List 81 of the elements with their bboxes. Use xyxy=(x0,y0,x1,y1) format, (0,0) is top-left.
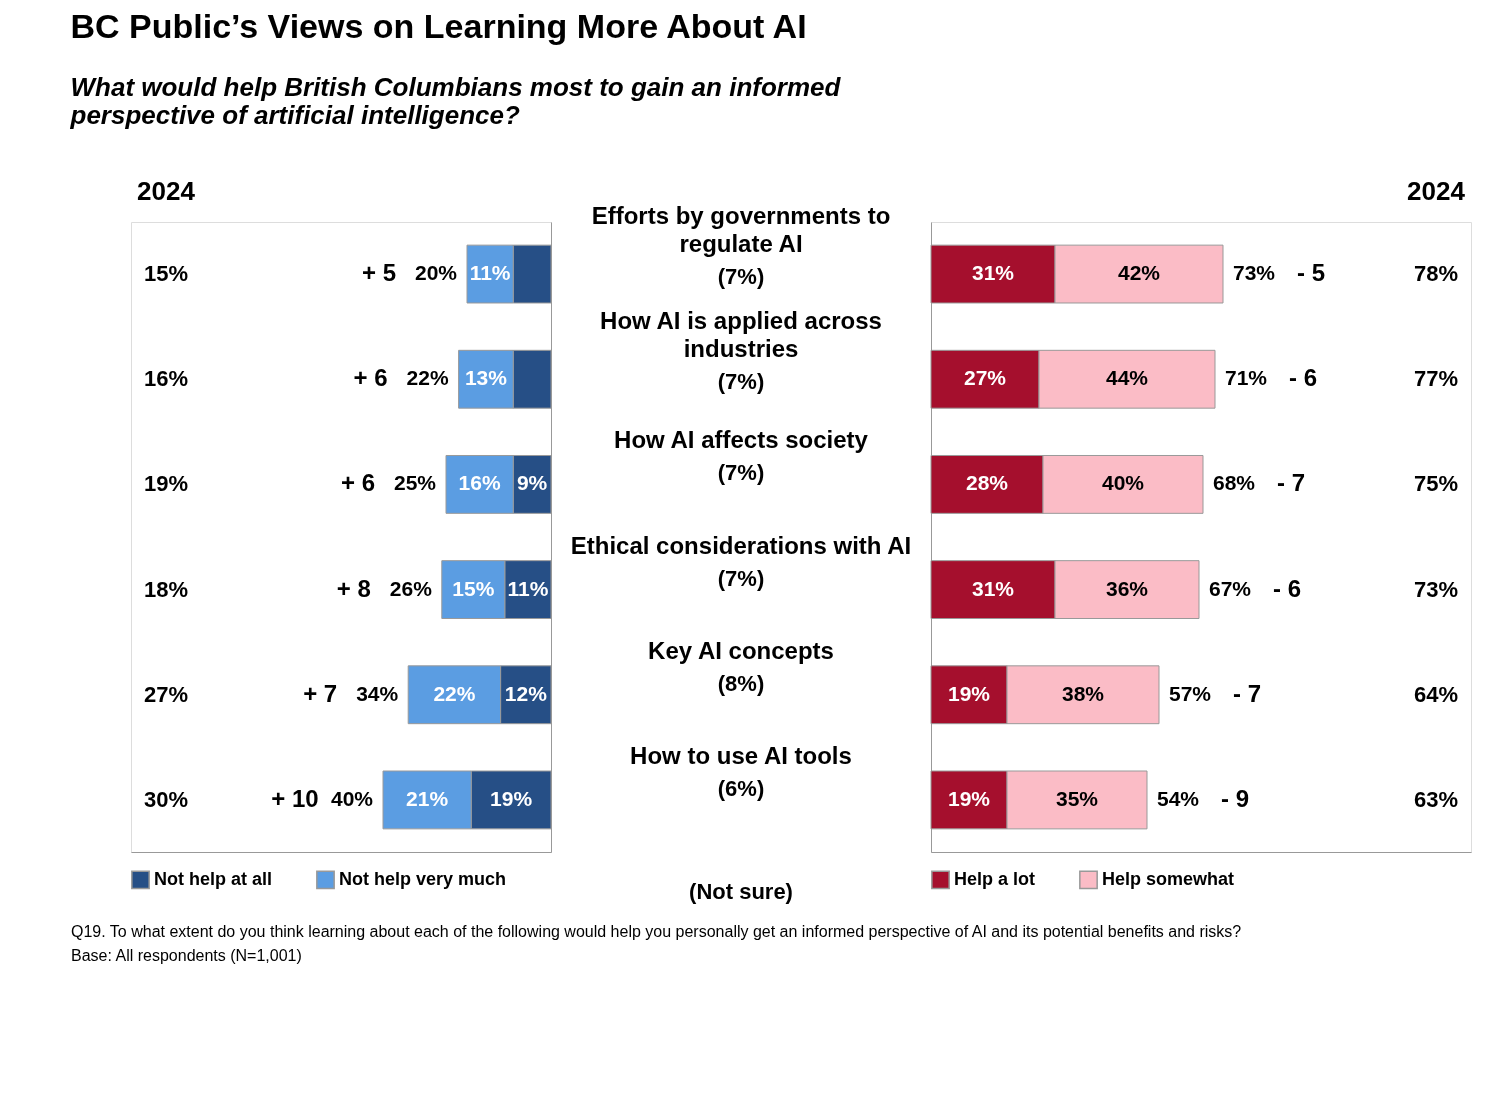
annotation: + 7 xyxy=(303,679,338,707)
legend-label: Not help at all xyxy=(154,868,273,889)
total-label: 25% xyxy=(393,471,437,495)
annotation: + 8 xyxy=(336,574,371,602)
data-label: 16% xyxy=(458,471,501,495)
text: (Not sure) xyxy=(689,879,793,904)
annotation: + 6 xyxy=(340,469,376,497)
total-label: 54% xyxy=(1157,786,1200,810)
annotation: 15% xyxy=(143,261,189,287)
legend-label: Not help very much xyxy=(339,868,507,889)
data-label: 36% xyxy=(1105,576,1149,600)
data-label: 31% xyxy=(971,261,1015,285)
total-label: 68% xyxy=(1213,471,1256,495)
annotation: 63% xyxy=(1413,786,1459,812)
data-label: 38% xyxy=(1061,681,1105,705)
data-label: 35% xyxy=(1055,786,1099,810)
annotation: - 7 xyxy=(1276,469,1306,497)
annotation: - 7 xyxy=(1232,679,1262,707)
annotation: 73% xyxy=(1413,576,1459,602)
total-label: 22% xyxy=(406,366,449,390)
total-label: 26% xyxy=(389,576,433,600)
y-tick-label: Ethical considerations with AI xyxy=(570,531,912,559)
annotation: - 9 xyxy=(1220,784,1250,812)
y-tick-label: Key AI concepts xyxy=(648,636,834,664)
data-label: 27% xyxy=(963,366,1007,390)
y-tick-label: How AI is applied across industries xyxy=(600,307,882,363)
annotation: + 5 xyxy=(361,259,397,287)
total-label: 73% xyxy=(1233,261,1276,285)
data-label: 15% xyxy=(452,576,495,600)
annotation: + 6 xyxy=(353,364,388,392)
y-tick-label: Efforts by governments to regulate AI xyxy=(591,202,891,258)
legend-label: Help somewhat xyxy=(1102,868,1235,889)
data-label: 40% xyxy=(1101,471,1145,495)
text: (7%) xyxy=(717,264,765,290)
annotation: 18% xyxy=(143,576,189,602)
text: Q19. To what extent do you think learning about each of the following would help you personally get an informed perspective of AI and its potential benefits and risks? xyxy=(71,923,1242,940)
annotation: 16% xyxy=(143,366,189,392)
total-label: 67% xyxy=(1209,576,1252,600)
text: (6%) xyxy=(717,776,765,802)
annotation: 27% xyxy=(143,681,189,707)
annotation: + 10 xyxy=(271,784,319,812)
data-label: 12% xyxy=(504,681,548,705)
text: (7%) xyxy=(717,460,765,486)
annotation: 64% xyxy=(1413,681,1459,707)
data-label: 13% xyxy=(464,366,508,390)
total-label: 71% xyxy=(1225,366,1268,390)
annotation: - 6 xyxy=(1272,574,1302,602)
annotation: 75% xyxy=(1413,471,1459,497)
text: (7%) xyxy=(717,369,765,395)
total-label: 20% xyxy=(414,261,458,285)
legend-label: Help a lot xyxy=(954,868,1036,889)
data-label: 22% xyxy=(433,681,476,705)
total-label: 34% xyxy=(356,681,399,705)
annotation: - 5 xyxy=(1296,259,1326,287)
data-label: 28% xyxy=(965,471,1009,495)
annotation: 19% xyxy=(143,471,189,497)
y-tick-label: How to use AI tools xyxy=(630,742,852,770)
data-label: 42% xyxy=(1117,261,1161,285)
text: (7%) xyxy=(717,565,765,591)
data-label: 19% xyxy=(947,786,991,810)
annotation: 78% xyxy=(1413,261,1459,287)
text: 2024 xyxy=(137,176,196,206)
annotation: 77% xyxy=(1413,366,1459,392)
data-label: 11% xyxy=(469,261,511,285)
data-label: 44% xyxy=(1105,366,1149,390)
annotation: - 6 xyxy=(1288,364,1318,392)
data-label: 19% xyxy=(947,681,991,705)
total-label: 57% xyxy=(1169,681,1212,705)
y-tick-label: How AI affects society xyxy=(614,426,869,454)
text: Base: All respondents (N=1,001) xyxy=(71,947,302,964)
data-label: 19% xyxy=(490,786,533,810)
data-label: 31% xyxy=(971,576,1015,600)
text: (8%) xyxy=(717,670,765,696)
data-label: 21% xyxy=(406,786,449,810)
annotation: 30% xyxy=(143,786,189,812)
data-label: 11% xyxy=(507,576,549,600)
total-label: 40% xyxy=(330,786,374,810)
data-label: 9% xyxy=(516,471,548,495)
chart-subtitle: What would help British Columbians most to gain an informed perspective of artificial intelligence? xyxy=(69,71,842,130)
chart-title: BC Public’s Views on Learning More About AI xyxy=(70,6,807,45)
text: 2024 xyxy=(1407,176,1466,206)
